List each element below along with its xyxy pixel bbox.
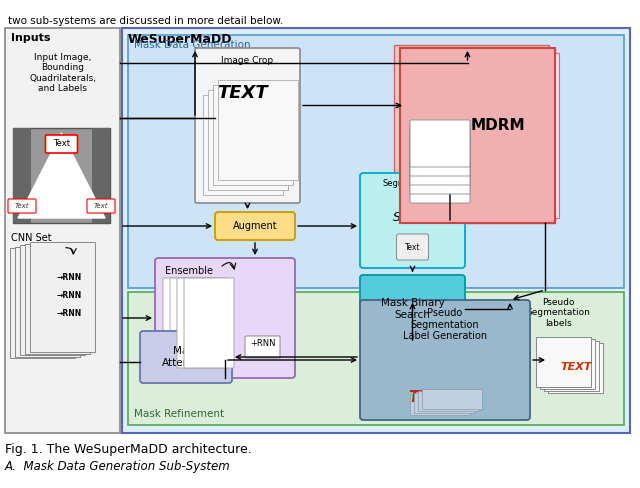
Text: Augment: Augment: [233, 221, 277, 231]
Bar: [122, 28, 630, 433]
Bar: [400, 48, 555, 223]
Polygon shape: [18, 133, 105, 218]
Bar: [92, 128, 110, 223]
Bar: [218, 80, 298, 180]
Text: Text: Text: [93, 203, 108, 209]
Text: WeSuperMaDD: WeSuperMaDD: [128, 33, 232, 46]
Text: +RNN: +RNN: [250, 339, 275, 347]
Text: →RNN: →RNN: [57, 309, 83, 319]
Bar: [15, 246, 80, 357]
Bar: [548, 343, 603, 393]
Text: Segmentation
Cost: Segmentation Cost: [383, 179, 442, 199]
Bar: [388, 42, 543, 217]
Bar: [128, 292, 624, 425]
Bar: [403, 53, 548, 218]
Bar: [422, 389, 482, 409]
Bar: [10, 248, 75, 358]
Text: Image Crop: Image Crop: [221, 56, 273, 65]
Text: A.  Mask Data Generation Sub-System: A. Mask Data Generation Sub-System: [5, 460, 231, 473]
Text: TEXT: TEXT: [217, 84, 268, 102]
FancyBboxPatch shape: [410, 124, 470, 176]
Text: Mask
Attention: Mask Attention: [162, 346, 210, 368]
Text: →RNN: →RNN: [57, 273, 83, 283]
Bar: [400, 53, 545, 218]
Text: Pseudo
Segmentation
Label Generation: Pseudo Segmentation Label Generation: [403, 308, 487, 341]
Bar: [382, 39, 537, 214]
Text: $S(Y,\hat{Y})$: $S(Y,\hat{Y})$: [392, 205, 433, 224]
Bar: [407, 53, 552, 218]
Text: Mask Refinement: Mask Refinement: [134, 409, 224, 419]
Bar: [418, 391, 478, 411]
Bar: [544, 341, 599, 391]
Bar: [410, 53, 556, 218]
Bar: [128, 35, 624, 288]
FancyBboxPatch shape: [140, 331, 232, 383]
FancyBboxPatch shape: [184, 278, 234, 368]
Text: CNN Set: CNN Set: [11, 233, 52, 243]
Bar: [414, 393, 474, 413]
Text: Text: Text: [404, 243, 420, 251]
Text: two sub-systems are discussed in more detail below.: two sub-systems are discussed in more de…: [8, 16, 284, 26]
Bar: [203, 95, 283, 195]
FancyBboxPatch shape: [245, 336, 280, 358]
FancyBboxPatch shape: [410, 120, 470, 167]
FancyBboxPatch shape: [45, 135, 77, 153]
Text: Text: Text: [53, 140, 70, 148]
Text: Mask Binary
Search: Mask Binary Search: [381, 298, 444, 320]
Bar: [13, 128, 31, 223]
FancyBboxPatch shape: [177, 278, 227, 368]
Text: Pseudo
Segmentation
labels: Pseudo Segmentation labels: [526, 298, 590, 328]
Bar: [540, 339, 595, 389]
Bar: [410, 395, 470, 415]
FancyBboxPatch shape: [170, 278, 220, 368]
FancyBboxPatch shape: [410, 129, 470, 185]
Text: Inputs: Inputs: [11, 33, 51, 43]
Bar: [25, 244, 90, 353]
FancyBboxPatch shape: [397, 234, 429, 260]
FancyBboxPatch shape: [155, 258, 295, 378]
FancyBboxPatch shape: [163, 278, 213, 368]
Text: Mask Data Generation: Mask Data Generation: [134, 40, 251, 50]
Text: Input Image,
Bounding
Quadrilaterals,
and Labels: Input Image, Bounding Quadrilaterals, an…: [29, 53, 96, 93]
Bar: [414, 53, 559, 218]
Bar: [400, 48, 555, 223]
FancyBboxPatch shape: [195, 48, 300, 203]
Text: Text: Text: [15, 203, 29, 209]
FancyBboxPatch shape: [410, 138, 470, 203]
Text: MDRM: MDRM: [470, 118, 525, 133]
Bar: [30, 242, 95, 352]
Bar: [20, 245, 85, 355]
Bar: [13, 128, 110, 223]
Bar: [213, 85, 293, 185]
Text: TEXT: TEXT: [560, 362, 592, 372]
Text: →RNN: →RNN: [57, 291, 83, 301]
Bar: [208, 90, 288, 190]
FancyBboxPatch shape: [360, 275, 465, 343]
Text: Ensemble: Ensemble: [165, 266, 213, 276]
FancyBboxPatch shape: [360, 300, 530, 420]
Bar: [536, 337, 591, 387]
Text: Fig. 1. The WeSuperMaDD architecture.: Fig. 1. The WeSuperMaDD architecture.: [5, 443, 252, 456]
Bar: [394, 45, 549, 220]
Bar: [5, 28, 120, 433]
FancyBboxPatch shape: [8, 199, 36, 213]
FancyBboxPatch shape: [360, 173, 465, 268]
FancyBboxPatch shape: [87, 199, 115, 213]
FancyBboxPatch shape: [410, 134, 470, 194]
Text: TEXT: TEXT: [408, 390, 451, 406]
FancyBboxPatch shape: [215, 212, 295, 240]
